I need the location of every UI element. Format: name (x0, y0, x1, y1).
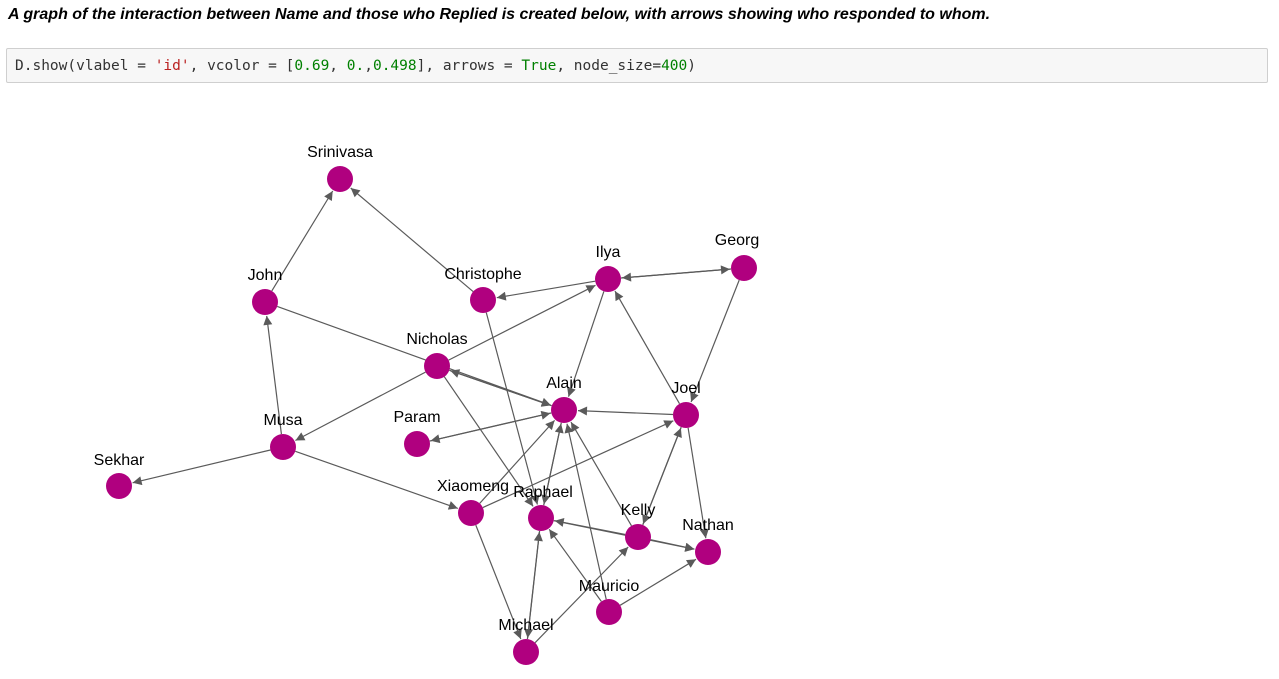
node-john (252, 289, 278, 315)
node-label-sekhar: Sekhar (94, 452, 145, 469)
node-label-mauricio: Mauricio (579, 578, 640, 595)
edge-alain-to-param (430, 412, 552, 444)
edges-layer (132, 187, 740, 644)
node-label-john: John (248, 267, 283, 284)
edge-xiaomeng-to-alain (479, 419, 556, 504)
markdown-heading: A graph of the interaction between Name … (8, 6, 991, 23)
code-color-r: 0.69 (294, 58, 330, 74)
node-christophe (470, 287, 496, 313)
node-nicholas (424, 353, 450, 379)
nodes-layer (106, 166, 757, 665)
node-raphael (528, 505, 554, 531)
code-cell[interactable]: D.show(vlabel = 'id', vcolor = [0.69, 0.… (6, 48, 1268, 83)
edge-christophe-to-raphael (485, 312, 540, 505)
code-mid3: , node_size= (556, 58, 662, 74)
edge-nicholas-to-raphael (443, 376, 534, 507)
edge-georg-to-joel (690, 279, 740, 403)
network-graph: Srinivasa John Christophe Ilya Georg Nicholas… (94, 144, 760, 665)
node-label-michael: Michael (498, 617, 553, 634)
edge-georg-to-ilya (621, 268, 732, 282)
edge-musa-to-sekhar (132, 449, 271, 486)
code-mid2: ], arrows = (416, 58, 522, 74)
graph-output: Srinivasa John Christophe Ilya Georg Nicholas… (0, 110, 870, 679)
node-sekhar (106, 473, 132, 499)
node-srinivasa (327, 166, 353, 192)
node-musa (270, 434, 296, 460)
edge-joel-to-nathan (687, 427, 709, 539)
code-suffix: ) (687, 58, 697, 74)
edge-alain-to-raphael (541, 422, 562, 505)
edge-joel-to-ilya (614, 290, 681, 404)
node-label-alain: Alain (546, 375, 582, 392)
node-michael (513, 639, 539, 665)
edge-nicholas-to-ilya (448, 284, 596, 361)
edge-nicholas-to-alain (449, 369, 551, 407)
edge-xiaomeng-to-michael (475, 524, 522, 640)
node-ilya (595, 266, 621, 292)
node-label-nicholas: Nicholas (406, 331, 467, 348)
edge-kelly-to-alain (570, 421, 633, 527)
node-label-joel: Joel (671, 380, 700, 397)
node-label-ilya: Ilya (596, 244, 621, 261)
edge-john-to-srinivasa (271, 190, 334, 292)
edge-xiaomeng-to-joel (482, 420, 674, 509)
node-param (404, 431, 430, 457)
node-kelly (625, 524, 651, 550)
node-mauricio (596, 599, 622, 625)
edge-joel-to-alain (577, 406, 674, 416)
code-arrows-value: True (521, 58, 557, 74)
edge-ilya-to-alain (567, 291, 605, 397)
node-nathan (695, 539, 721, 565)
code-sep1: , (329, 58, 347, 74)
edge-michael-to-kelly (534, 546, 629, 644)
code-mid1: , vcolor = [ (189, 58, 295, 74)
node-label-xiaomeng: Xiaomeng (437, 478, 509, 495)
node-label-nathan: Nathan (682, 517, 734, 534)
edge-nicholas-to-musa (295, 371, 426, 442)
node-label-georg: Georg (715, 232, 759, 249)
code-size-value: 400 (661, 58, 688, 74)
code-prefix: D.show(vlabel = (15, 58, 155, 74)
node-georg (731, 255, 757, 281)
edge-christophe-to-srinivasa (350, 187, 474, 293)
edge-kelly-to-nathan (650, 539, 695, 552)
edge-john-to-alain (276, 305, 552, 407)
node-label-param: Param (393, 409, 440, 426)
node-label-christophe: Christophe (444, 266, 521, 283)
node-label-srinivasa: Srinivasa (307, 144, 373, 161)
edge-mauricio-to-raphael (548, 528, 602, 602)
code-sep2: , (364, 58, 373, 74)
edge-musa-to-xiaomeng (295, 450, 458, 510)
node-xiaomeng (458, 500, 484, 526)
edge-raphael-to-michael (524, 530, 541, 639)
node-alain (551, 397, 577, 423)
code-color-g: 0. (346, 58, 365, 74)
edge-mauricio-to-alain (564, 423, 607, 600)
node-joel (673, 402, 699, 428)
code-color-b: 0.498 (372, 58, 417, 74)
edge-ilya-to-christophe (496, 280, 596, 301)
edge-joel-to-kelly (642, 426, 682, 525)
node-label-kelly: Kelly (621, 502, 656, 519)
edge-musa-to-john (263, 315, 282, 435)
labels-layer: Srinivasa John Christophe Ilya Georg Nicholas… (94, 144, 760, 634)
node-label-musa: Musa (263, 412, 302, 429)
edge-mauricio-to-nathan (619, 558, 697, 606)
code-vlabel-value: 'id' (154, 58, 190, 74)
node-label-raphael: Raphael (513, 484, 573, 501)
